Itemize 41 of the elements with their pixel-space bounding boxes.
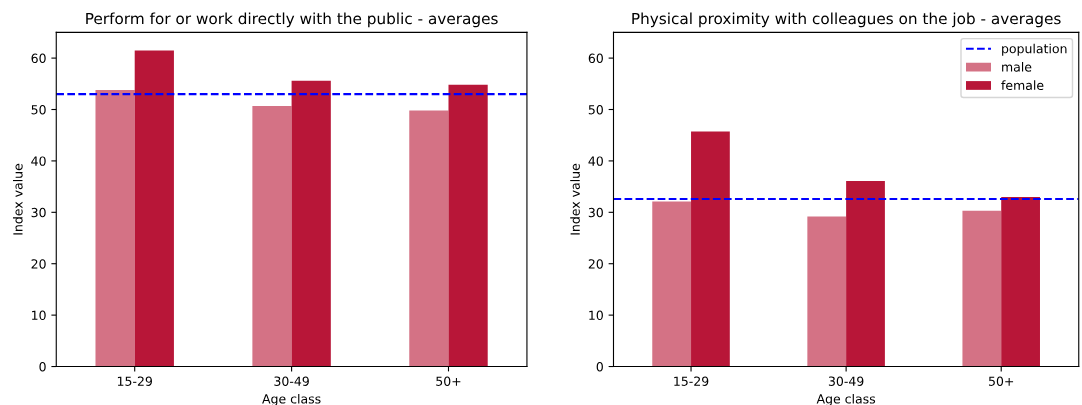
y-tick-label: 20 — [31, 259, 46, 269]
x-tick-label: 15-29 — [674, 376, 709, 386]
legend-label: female — [1001, 80, 1044, 91]
y-tick-label: 10 — [32, 310, 46, 321]
bar — [95, 89, 135, 367]
x-axis-title: Age class — [262, 393, 321, 405]
bar — [448, 84, 488, 367]
y-axis-title: Index value — [570, 163, 580, 235]
y-tick-label: 0 — [39, 362, 46, 372]
bar — [962, 210, 1002, 367]
y-tick-label: 60 — [31, 53, 46, 64]
x-tick-label: 30-49 — [274, 376, 309, 386]
x-tick-label: 15-29 — [117, 376, 152, 386]
x-tick-label: 50+ — [436, 376, 461, 386]
y-tick-label: 30 — [31, 207, 46, 218]
y-tick-label: 30 — [588, 207, 603, 218]
bar — [652, 201, 692, 367]
y-tick-label: 0 — [596, 362, 603, 372]
y-tick-label: 60 — [588, 53, 603, 64]
bar — [291, 80, 331, 367]
bar — [252, 105, 292, 367]
x-tick-label: 30-49 — [828, 376, 864, 386]
chart-title: Perform for or work directly with the public - averages — [86, 12, 498, 28]
y-axis-title: Index value — [12, 163, 23, 235]
bar — [409, 110, 449, 367]
y-tick-label: 40 — [31, 156, 46, 166]
bar — [846, 180, 885, 367]
x-axis-title: Age class — [816, 393, 876, 405]
x-tick-label: 50+ — [988, 376, 1014, 386]
legend-label: population — [1002, 43, 1067, 56]
y-tick-label: 50 — [31, 104, 46, 115]
bar — [807, 216, 847, 367]
legend-label: male — [1002, 62, 1032, 72]
y-tick-label: 40 — [588, 156, 603, 166]
bar — [691, 131, 730, 367]
y-tick-label: 20 — [588, 259, 603, 269]
bar — [1001, 196, 1040, 367]
y-tick-label: 10 — [589, 310, 603, 321]
bar — [134, 50, 174, 367]
chart-title: Physical proximity with colleagues on the job - averages — [632, 12, 1061, 28]
y-tick-label: 50 — [588, 104, 603, 115]
